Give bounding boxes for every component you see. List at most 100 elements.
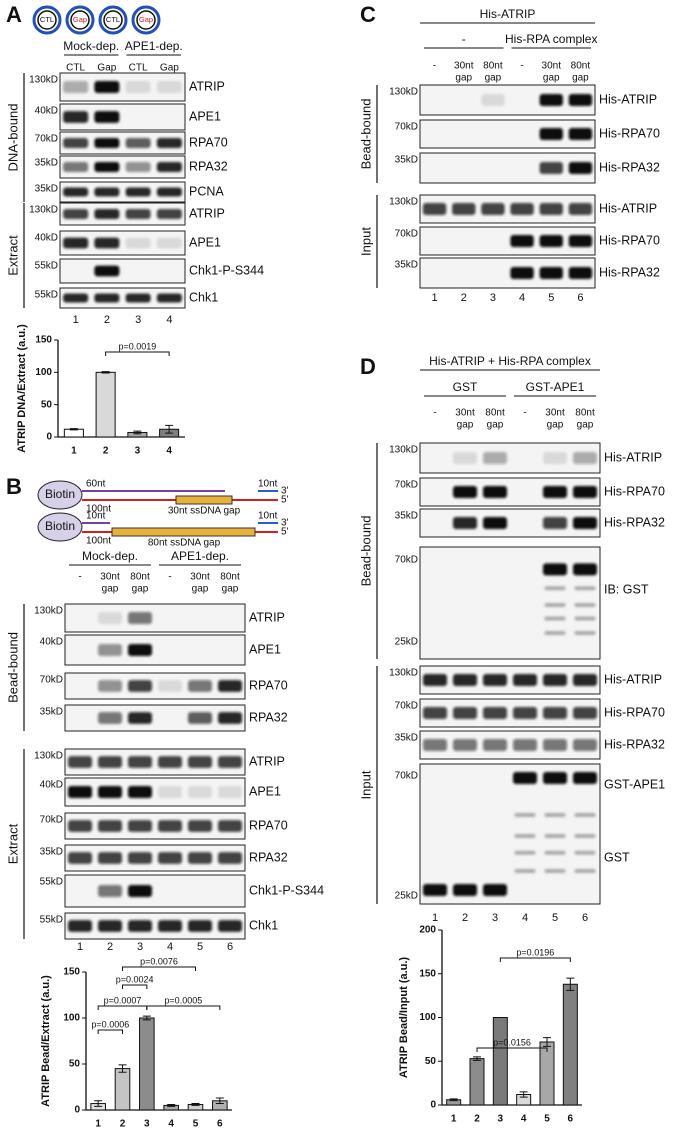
band	[510, 267, 534, 279]
band	[156, 237, 182, 249]
section-label: DNA-bound	[5, 104, 20, 172]
bar	[114, 1068, 131, 1111]
p-value: p=0.0007	[104, 995, 142, 1005]
blot	[59, 202, 186, 226]
bands	[63, 138, 182, 148]
lane-label: 80nt	[575, 408, 595, 419]
lane-number: 1	[432, 292, 438, 304]
lane-number: 4	[166, 314, 172, 326]
band	[125, 237, 151, 249]
bands	[98, 612, 152, 624]
protein-label: His-ATRIP	[604, 672, 662, 686]
band	[539, 128, 563, 140]
error-bar	[215, 1097, 224, 1105]
p-value: p=0.0076	[140, 956, 178, 966]
band	[98, 712, 122, 724]
blot	[64, 603, 246, 633]
band	[453, 884, 477, 896]
band	[422, 203, 447, 215]
protein-label: APE1	[189, 235, 221, 249]
band	[156, 81, 182, 93]
x-tick-label: 1	[451, 1114, 457, 1125]
protein-label: APE1	[249, 642, 281, 656]
lane-number: 2	[462, 912, 468, 924]
bands	[63, 209, 182, 219]
p-value: p=0.0024	[116, 974, 154, 984]
strand-end: 3'	[281, 518, 289, 529]
significance-bracket	[146, 1005, 221, 1010]
marker-label: 70kD	[395, 229, 418, 240]
y-tick-label: 150	[419, 968, 436, 979]
lane-number: 3	[135, 314, 141, 326]
protein-label: ATRIP	[249, 610, 285, 624]
band	[543, 772, 567, 784]
template-ring	[98, 5, 128, 35]
band	[539, 162, 563, 174]
marker-label: 70kD	[40, 675, 63, 686]
marker-label: 130kD	[34, 751, 63, 762]
band	[218, 852, 242, 864]
section-label: Input	[358, 770, 373, 799]
band	[188, 712, 212, 724]
band	[574, 586, 596, 591]
band	[544, 834, 566, 838]
protein-label: His-RPA70	[604, 705, 665, 719]
lane-number: 6	[582, 912, 588, 924]
panel-label: A	[6, 2, 22, 27]
marker-label: 70kD	[395, 555, 418, 566]
blot	[64, 912, 246, 940]
lane-label: gap	[577, 420, 594, 431]
x-tick-label: 5	[544, 1114, 550, 1125]
band	[568, 128, 593, 140]
y-tick-label: 0	[74, 1105, 80, 1116]
band	[513, 739, 537, 751]
band	[543, 707, 567, 719]
band	[218, 756, 242, 768]
band	[453, 707, 477, 719]
panel-title: His-ATRIP	[480, 7, 536, 21]
band	[510, 203, 534, 215]
blot	[419, 194, 596, 224]
strand-end: 5'	[281, 527, 289, 538]
marker-label: 70kD	[35, 134, 58, 145]
bar	[562, 983, 578, 1106]
group-label: APE1-dep.	[171, 549, 229, 563]
p-value: p=0.0005	[164, 995, 202, 1005]
band	[513, 772, 537, 784]
marker-label: 55kD	[40, 915, 63, 926]
gap-label: 80nt ssDNA gap	[148, 538, 221, 549]
lane-number: 6	[577, 292, 583, 304]
error-bar	[118, 1064, 127, 1073]
protein-label: RPA32	[249, 850, 288, 864]
error-bar	[133, 430, 142, 435]
band	[128, 852, 152, 864]
biotin-bead	[37, 480, 83, 510]
protein-label: His-ATRIP	[599, 92, 657, 106]
band	[544, 869, 566, 873]
band	[125, 209, 151, 219]
section-label: Bead-bound	[358, 516, 373, 587]
lane-label: 80nt	[571, 61, 591, 72]
strand-label: 60nt	[86, 479, 106, 490]
lane-label: -	[433, 61, 436, 72]
bands	[63, 237, 182, 249]
band	[128, 756, 152, 768]
x-tick-label: 4	[521, 1114, 527, 1125]
band	[156, 138, 182, 148]
bands	[68, 786, 242, 798]
strand-label: 10nt	[258, 479, 278, 490]
bands	[98, 680, 242, 692]
band	[539, 203, 563, 215]
error-bar	[519, 1091, 528, 1098]
lane-label: gap	[572, 73, 589, 84]
lane-label: -	[520, 61, 523, 72]
band	[573, 707, 597, 719]
band	[573, 772, 597, 784]
gap-box	[175, 495, 233, 505]
protein-label: His-ATRIP	[604, 450, 662, 464]
bands	[453, 486, 597, 498]
bar	[469, 1058, 485, 1106]
protein-label: His-RPA70	[604, 484, 665, 498]
band	[423, 884, 447, 896]
